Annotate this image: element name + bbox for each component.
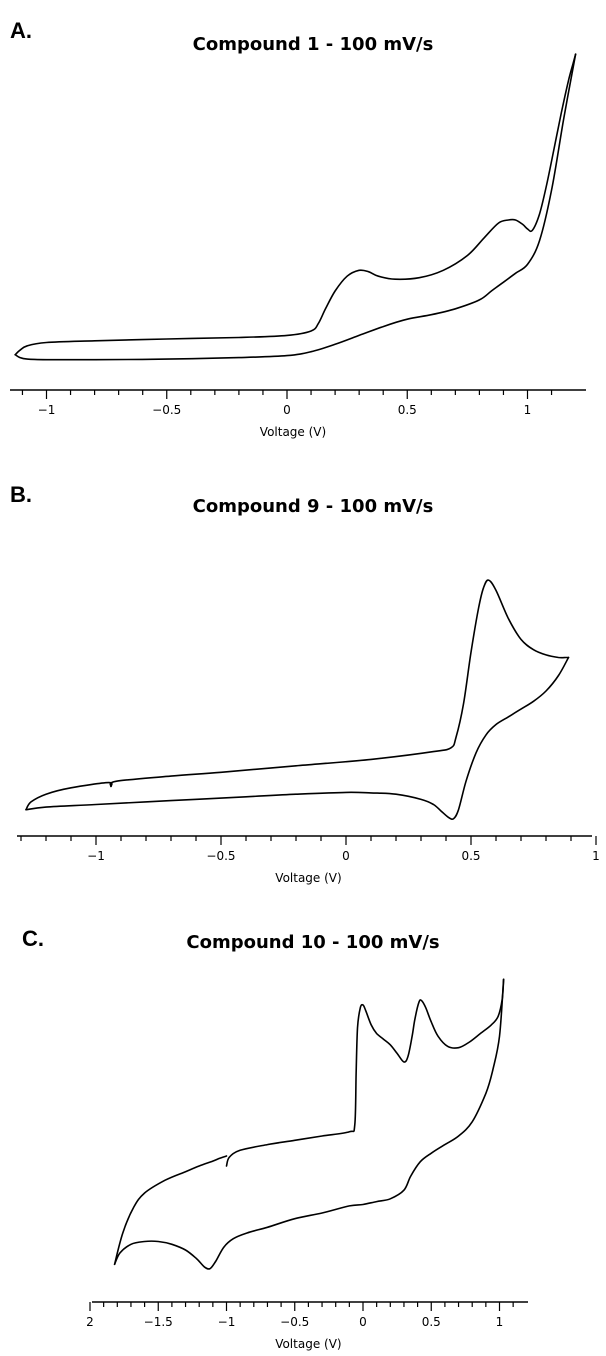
x-axis-title: Voltage (V) <box>260 425 326 439</box>
x-tick-label: 1 <box>592 849 600 863</box>
cv-curve-segment-1 <box>113 1155 228 1266</box>
cv-curve-segment-2 <box>14 53 577 361</box>
x-tick-label: −0.5 <box>152 403 181 417</box>
x-axis-title: Voltage (V) <box>275 1337 341 1351</box>
cv-curve-segment-3 <box>113 978 505 1270</box>
x-tick-label: 0 <box>283 403 291 417</box>
cv-curve-segment-1 <box>14 53 577 356</box>
chart-title: Compound 10 - 100 mV/s <box>186 932 439 953</box>
x-tick-label: 0 <box>359 1315 367 1329</box>
x-tick-label: −0.5 <box>280 1315 309 1329</box>
x-tick-label: 0.5 <box>422 1315 441 1329</box>
panel-letter-b: B. <box>10 482 32 507</box>
x-tick-label: 2 <box>86 1315 94 1329</box>
x-tick-label: −1 <box>87 849 105 863</box>
x-tick-label: −1 <box>38 403 56 417</box>
x-tick-label: 0 <box>342 849 350 863</box>
x-tick-label: 1 <box>496 1315 504 1329</box>
chart-title: Compound 9 - 100 mV/s <box>193 496 434 517</box>
chart-compound-10: Compound 10 - 100 mV/s 2 −1.5 −1 −0.5 0 0.5 1 Vo… <box>86 932 528 1351</box>
cv-curve-segment-1 <box>25 579 570 811</box>
panel-letter-c: C. <box>22 926 44 951</box>
chart-compound-9: Compound 9 - 100 mV/s −1 −0.5 0 0.5 1 Voltage … <box>17 496 600 885</box>
chart-title: Compound 1 - 100 mV/s <box>193 34 434 55</box>
x-tick-label: 1 <box>524 403 532 417</box>
chart-compound-1: Compound 1 - 100 mV/s −1 −0.5 0 0.5 1 Voltage … <box>10 34 586 439</box>
cv-curve-segment-2 <box>25 656 570 821</box>
x-tick-label: −1 <box>218 1315 236 1329</box>
panel-letter-a: A. <box>10 18 32 43</box>
x-tick-label: −0.5 <box>206 849 235 863</box>
x-axis-title: Voltage (V) <box>275 871 341 885</box>
x-tick-label: 0.5 <box>398 403 417 417</box>
cv-curve-segment-2 <box>225 978 505 1167</box>
x-tick-label: 0.5 <box>461 849 480 863</box>
x-tick-label: −1.5 <box>144 1315 173 1329</box>
